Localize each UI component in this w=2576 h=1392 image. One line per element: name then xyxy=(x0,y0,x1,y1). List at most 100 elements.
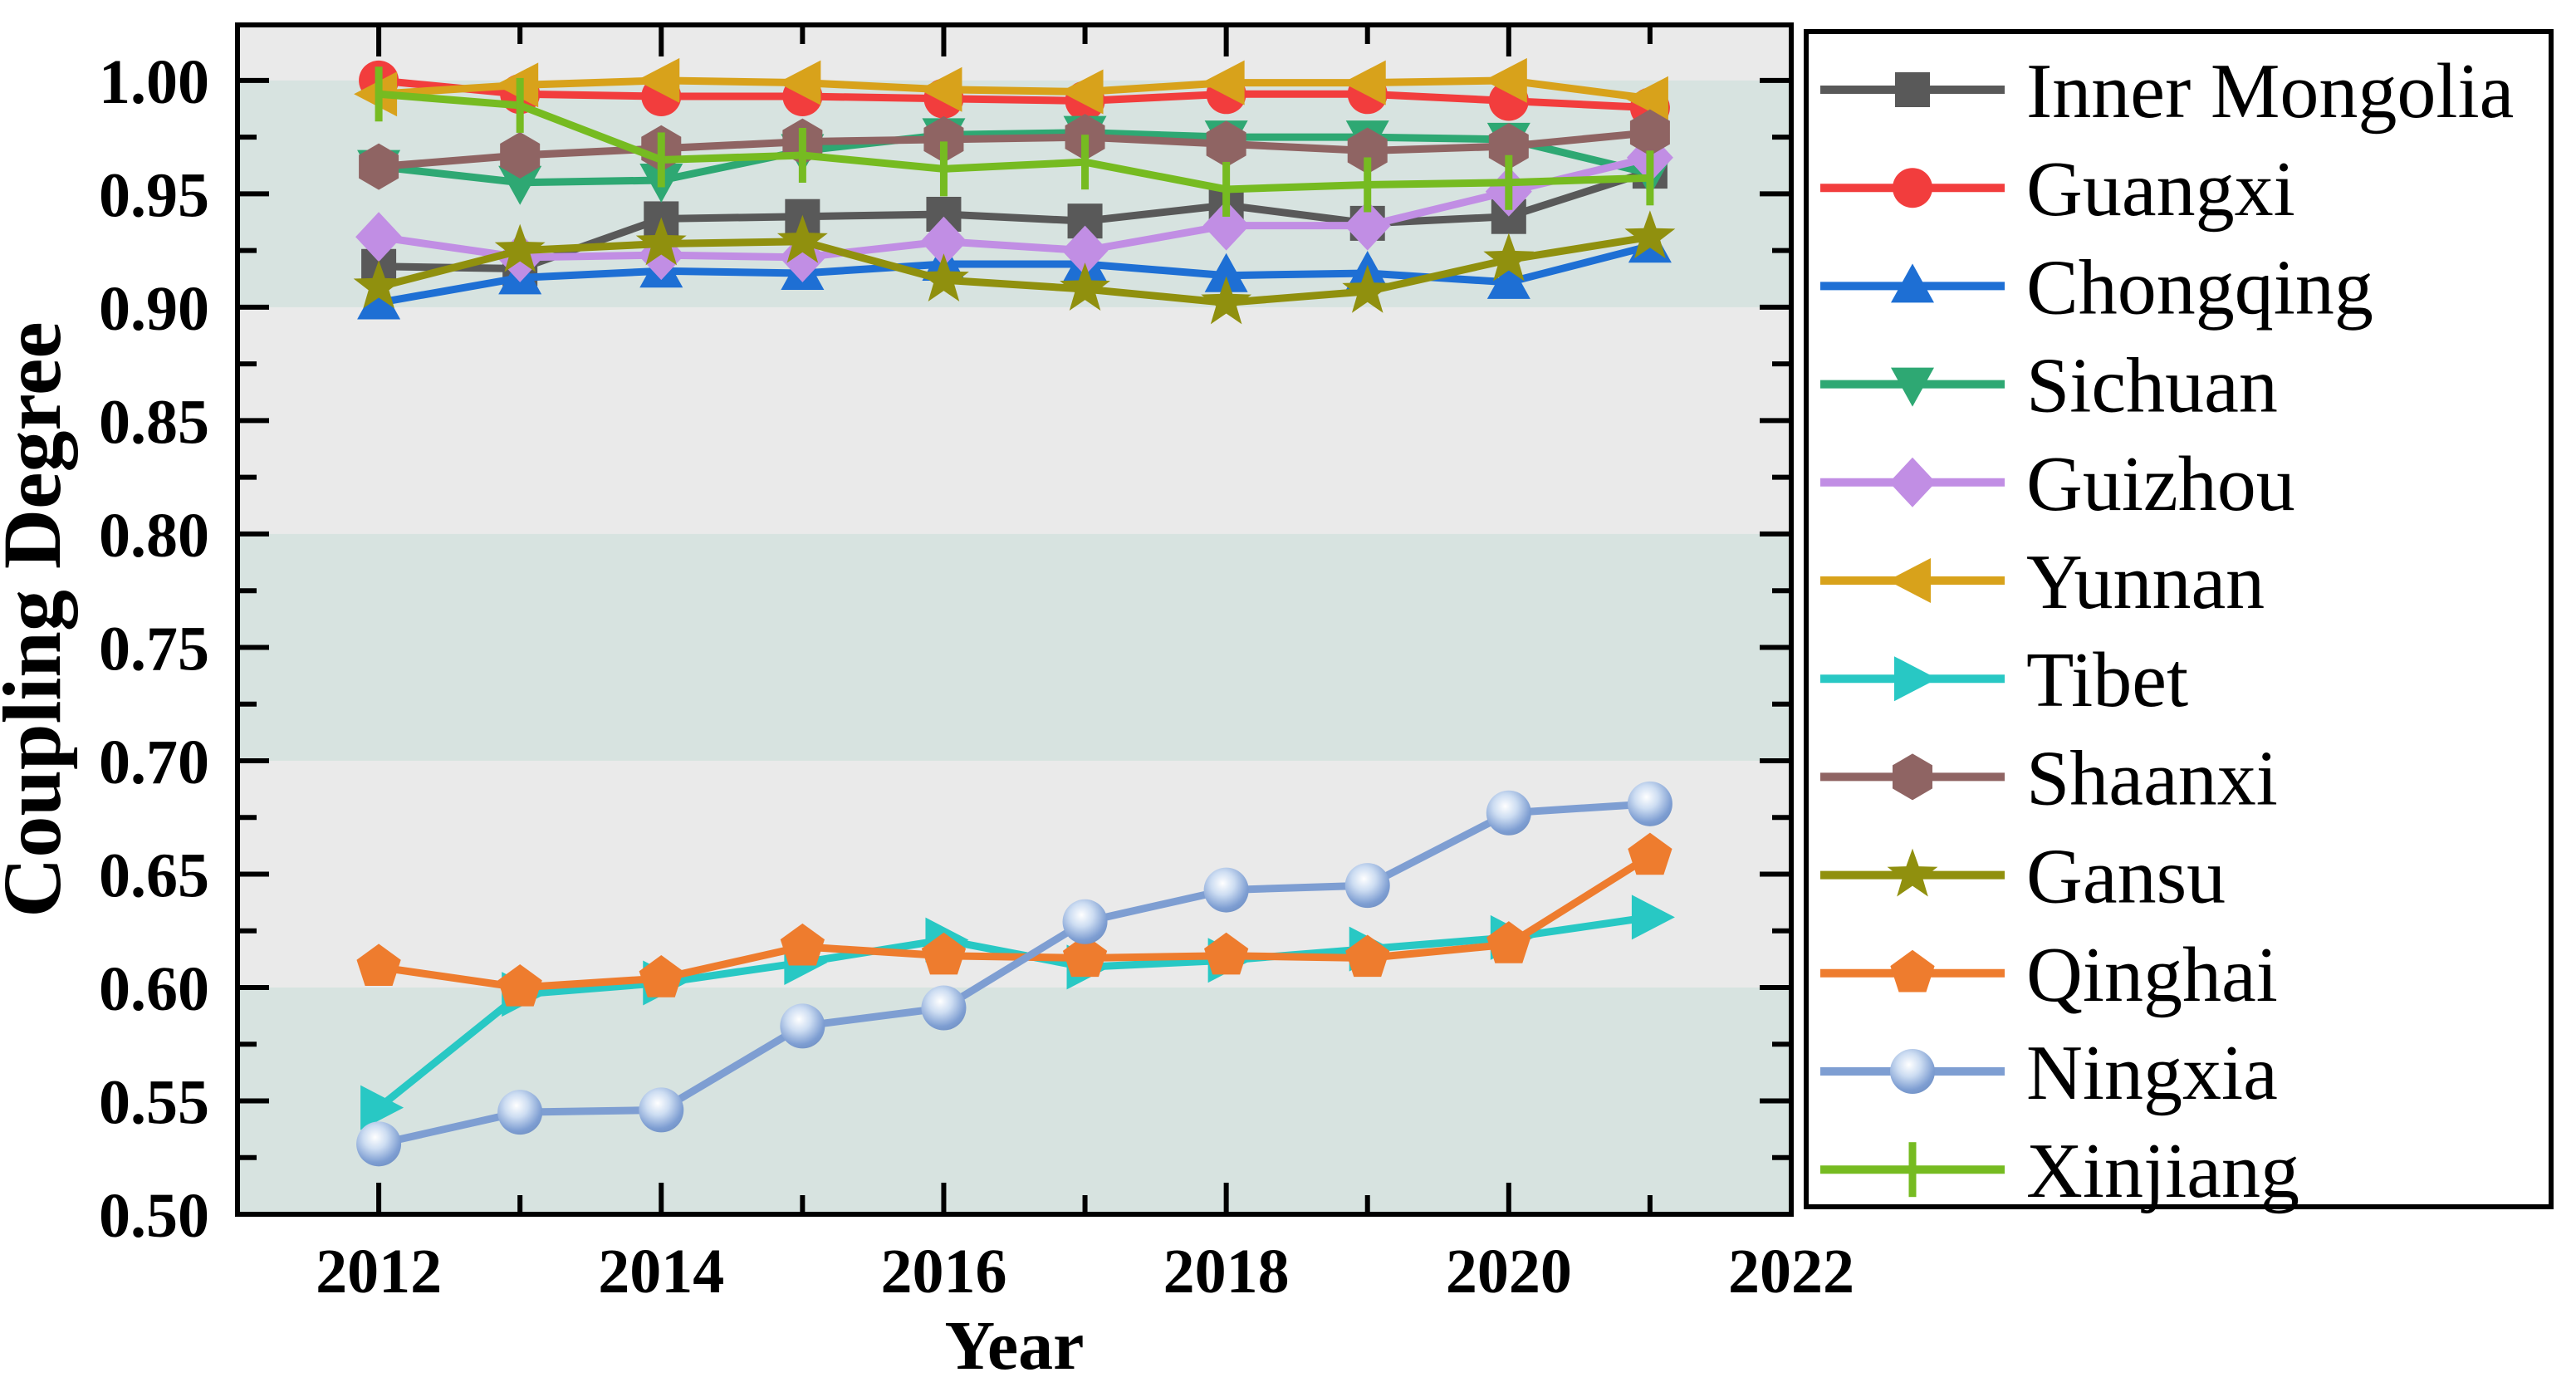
shaanxi-legend-marker-icon xyxy=(1893,753,1932,801)
data-point-gansu xyxy=(494,223,546,272)
legend-item-xinjiang: Xinjiang xyxy=(1820,1128,2299,1214)
ningxia-legend-marker-icon xyxy=(1890,1049,1935,1094)
series-line-qinghai xyxy=(378,852,1653,992)
data-point-ningxia xyxy=(639,1087,684,1133)
data-point-gansu xyxy=(1624,210,1676,259)
data-point-gansu xyxy=(1060,262,1110,311)
legend-label-shaanxi: Shaanxi xyxy=(2026,735,2278,821)
legend-item-ningxia: Ningxia xyxy=(1820,1030,2278,1116)
data-point-sichuan xyxy=(498,165,542,205)
data-point-chongqing xyxy=(1204,252,1248,292)
y-axis-title: Coupling Degree xyxy=(0,321,78,918)
series-qinghai xyxy=(356,832,1672,1007)
series-line-shaanxi xyxy=(378,129,1651,171)
legend-label-inner-mongolia: Inner Mongolia xyxy=(2026,48,2514,135)
series-line-ningxia xyxy=(378,800,1651,1148)
data-point-xinjiang xyxy=(375,66,383,122)
x-tick-label: 2020 xyxy=(1446,1237,1572,1306)
legend-item-chongqing: Chongqing xyxy=(1820,244,2373,331)
legend-label-yunnan: Yunnan xyxy=(2026,539,2265,625)
data-point-guizhou xyxy=(920,216,967,267)
data-point-xinjiang xyxy=(1081,135,1090,190)
y-tick-label: 0.70 xyxy=(99,728,209,797)
legend: Inner Mongolia Guangxi Chongqing Sichuan Gui… xyxy=(1804,29,2554,1214)
series-xinjiang xyxy=(375,66,1654,217)
legend-label-guizhou: Guizhou xyxy=(2026,441,2295,527)
y-tick-label: 0.90 xyxy=(99,274,209,344)
data-point-yunnan xyxy=(1342,60,1386,105)
data-point-chongqing xyxy=(1486,259,1530,299)
series-line-sichuan xyxy=(378,129,1651,187)
series-shaanxi xyxy=(359,109,1670,190)
data-point-yunnan xyxy=(777,60,821,105)
legend-item-sichuan: Sichuan xyxy=(1820,343,2278,429)
data-point-shaanxi xyxy=(359,143,399,190)
data-point-qinghai xyxy=(1486,921,1531,963)
x-axis-title: Year xyxy=(945,1307,1085,1385)
data-point-ningxia xyxy=(356,1121,402,1167)
y-tick-label: 1.00 xyxy=(99,47,209,117)
data-point-qinghai xyxy=(1204,932,1249,975)
data-point-qinghai xyxy=(1628,832,1672,875)
series-gansu xyxy=(353,210,1676,325)
y-tick-label: 0.80 xyxy=(99,501,209,571)
y-tick-label: 0.50 xyxy=(99,1181,209,1251)
series-line-yunnan xyxy=(378,76,1651,103)
series-line-guizhou xyxy=(378,154,1651,262)
x-tick-label: 2022 xyxy=(1728,1237,1854,1306)
data-point-shaanxi xyxy=(1488,123,1529,170)
y-tick-label: 0.60 xyxy=(99,954,209,1024)
data-point-gansu xyxy=(1201,276,1252,325)
series-line-guangxi xyxy=(378,76,1651,112)
gansu-legend-marker-icon xyxy=(1887,848,1938,897)
data-point-ningxia xyxy=(921,985,967,1031)
data-point-gansu xyxy=(1483,233,1535,282)
data-point-yunnan xyxy=(636,57,680,103)
legend-item-yunnan: Yunnan xyxy=(1820,539,2265,625)
data-point-yunnan xyxy=(1624,76,1668,121)
data-point-qinghai xyxy=(780,923,825,966)
x-tick-labels: 2012 2014 2016 2018 2020 2022 xyxy=(316,1237,1854,1306)
legend-label-guangxi: Guangxi xyxy=(2026,146,2295,233)
series-group xyxy=(353,57,1676,1167)
data-point-ningxia xyxy=(1486,790,1531,836)
legend-item-guangxi: Guangxi xyxy=(1820,146,2295,233)
data-point-guizhou xyxy=(1344,200,1391,251)
data-point-xinjiang xyxy=(1505,154,1513,210)
legend-label-sichuan: Sichuan xyxy=(2026,343,2278,429)
legend-item-shaanxi: Shaanxi xyxy=(1820,735,2278,821)
data-point-guizhou xyxy=(1202,200,1250,251)
data-point-yunnan xyxy=(1060,69,1104,115)
series-yunnan xyxy=(354,57,1668,121)
data-point-tibet xyxy=(360,1085,404,1130)
legend-item-inner-mongolia: Inner Mongolia xyxy=(1820,48,2514,135)
background-band-teal xyxy=(238,987,1791,1214)
data-point-gansu xyxy=(635,217,687,266)
x-tick-label: 2012 xyxy=(316,1237,442,1306)
data-point-ningxia xyxy=(1344,863,1390,909)
data-point-ningxia xyxy=(780,1003,825,1049)
y-tick-label: 0.75 xyxy=(99,614,209,684)
data-point-shaanxi xyxy=(1629,109,1670,156)
data-point-ningxia xyxy=(1062,899,1108,944)
data-point-qinghai xyxy=(356,944,401,987)
data-point-xinjiang xyxy=(657,132,665,188)
inner-mongolia-legend-marker-icon xyxy=(1895,72,1930,107)
guangxi-legend-marker-icon xyxy=(1893,168,1932,208)
legend-box xyxy=(1804,29,2554,1209)
data-point-ningxia xyxy=(497,1090,543,1135)
data-point-xinjiang xyxy=(1364,157,1372,213)
sichuan-legend-marker-icon xyxy=(1891,367,1934,407)
data-point-xinjiang xyxy=(1222,161,1231,217)
data-point-qinghai xyxy=(497,963,542,1007)
axis-ticks xyxy=(238,25,1794,1217)
data-point-chongqing xyxy=(357,280,401,320)
y-tick-label: 0.55 xyxy=(99,1067,209,1137)
data-point-xinjiang xyxy=(1646,150,1654,206)
background-band-teal xyxy=(238,533,1791,761)
data-point-tibet xyxy=(1631,895,1675,940)
chongqing-legend-marker-icon xyxy=(1891,263,1934,303)
data-point-qinghai xyxy=(1345,934,1390,978)
